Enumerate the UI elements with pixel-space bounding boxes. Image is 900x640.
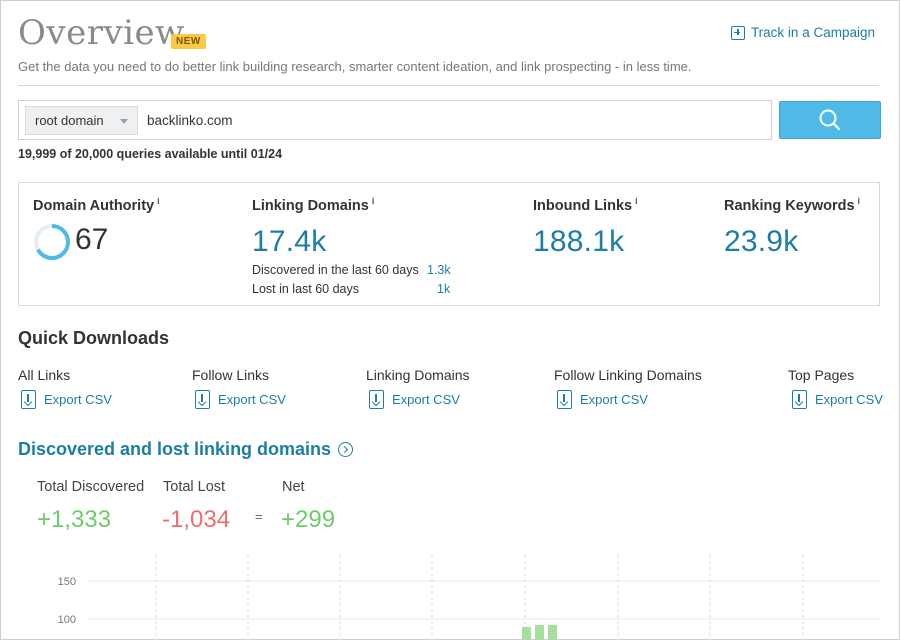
- info-icon[interactable]: i: [371, 196, 375, 206]
- download-label-linking-domains: Linking Domains: [366, 367, 470, 383]
- search-bar: root domain: [18, 100, 772, 140]
- net-label: Net: [282, 479, 305, 495]
- scope-dropdown-value: root domain: [35, 113, 104, 128]
- chart-bar: [535, 625, 544, 640]
- download-label-all-links: All Links: [18, 367, 71, 383]
- ranking-keywords-value: 23.9k: [724, 225, 799, 258]
- export-csv-all-links[interactable]: Export CSV: [21, 390, 112, 409]
- add-box-icon: [730, 25, 745, 40]
- download-label-top-pages: Top Pages: [788, 367, 855, 383]
- total-discovered-label: Total Discovered: [37, 479, 145, 495]
- domain-authority-label: Domain Authority i: [33, 196, 160, 214]
- chevron-down-icon: [120, 119, 128, 124]
- download-icon: [369, 390, 384, 409]
- total-lost-value: -1,034: [162, 506, 231, 533]
- info-icon[interactable]: i: [157, 196, 160, 206]
- y-tick-label: 150: [58, 576, 76, 588]
- domain-authority-value: 67: [75, 223, 109, 256]
- discovered-60-days-value[interactable]: 1.3k: [427, 263, 451, 277]
- page-subtitle: Get the data you need to do better link …: [18, 59, 692, 74]
- download-label-follow-linking-domains: Follow Linking Domains: [554, 367, 702, 383]
- linking-domains-label: Linking Domains i: [252, 196, 375, 214]
- chart-y-ticks: 150 100: [58, 576, 76, 626]
- quick-downloads-title: Quick Downloads: [18, 328, 170, 348]
- inbound-links-label: Inbound Links i: [533, 196, 638, 214]
- track-in-campaign-link[interactable]: Track in a Campaign: [730, 25, 875, 40]
- download-icon: [195, 390, 210, 409]
- discovered-60-days-label: Discovered in the last 60 days: [252, 263, 419, 277]
- export-csv-follow-links[interactable]: Export CSV: [195, 390, 286, 409]
- scope-dropdown[interactable]: root domain: [25, 106, 138, 135]
- inbound-links-value: 188.1k: [533, 225, 625, 258]
- chevron-right-circle-icon: [338, 442, 354, 457]
- net-value: +299: [281, 506, 336, 533]
- lost-60-days-value[interactable]: 1k: [437, 282, 451, 296]
- info-icon[interactable]: i: [857, 196, 861, 206]
- domain-authority-card: Domain Authority i: [33, 196, 160, 214]
- download-icon: [792, 390, 807, 409]
- equals-sign: =: [255, 509, 263, 524]
- search-button[interactable]: [779, 101, 881, 139]
- discovered-lost-chart: 150 100: [58, 555, 880, 640]
- header-divider: [18, 85, 879, 86]
- metrics-panel: [18, 182, 880, 306]
- info-icon[interactable]: i: [635, 196, 638, 206]
- chart-gridlines: [88, 580, 880, 620]
- download-label-follow-links: Follow Links: [192, 367, 270, 383]
- export-csv-top-pages[interactable]: Export CSV: [792, 390, 883, 409]
- total-discovered-value: +1,333: [37, 506, 112, 533]
- domain-authority-ring: [34, 224, 70, 260]
- lost-60-days-label: Lost in last 60 days: [252, 282, 360, 296]
- page-title: Overview: [18, 13, 185, 53]
- chart-vertical-lines: [155, 555, 804, 640]
- domain-search-input[interactable]: [147, 109, 747, 131]
- download-icon: [21, 390, 36, 409]
- export-csv-linking-domains[interactable]: Export CSV: [369, 390, 460, 409]
- track-in-campaign-label: Track in a Campaign: [750, 25, 875, 40]
- chart-bar: [548, 625, 557, 640]
- ranking-keywords-label: Ranking Keywords i: [724, 196, 861, 214]
- total-lost-label: Total Lost: [163, 479, 226, 495]
- y-tick-label: 100: [58, 614, 76, 626]
- query-quota: 19,999 of 20,000 queries available until…: [18, 147, 283, 161]
- chart-bar: [522, 627, 531, 640]
- download-icon: [557, 390, 572, 409]
- search-icon: [819, 109, 841, 131]
- linking-domains-value: 17.4k: [252, 225, 327, 258]
- export-csv-follow-linking-domains[interactable]: Export CSV: [557, 390, 648, 409]
- new-badge: NEW: [171, 34, 206, 49]
- discovered-lost-title-link[interactable]: Discovered and lost linking domains: [18, 439, 354, 460]
